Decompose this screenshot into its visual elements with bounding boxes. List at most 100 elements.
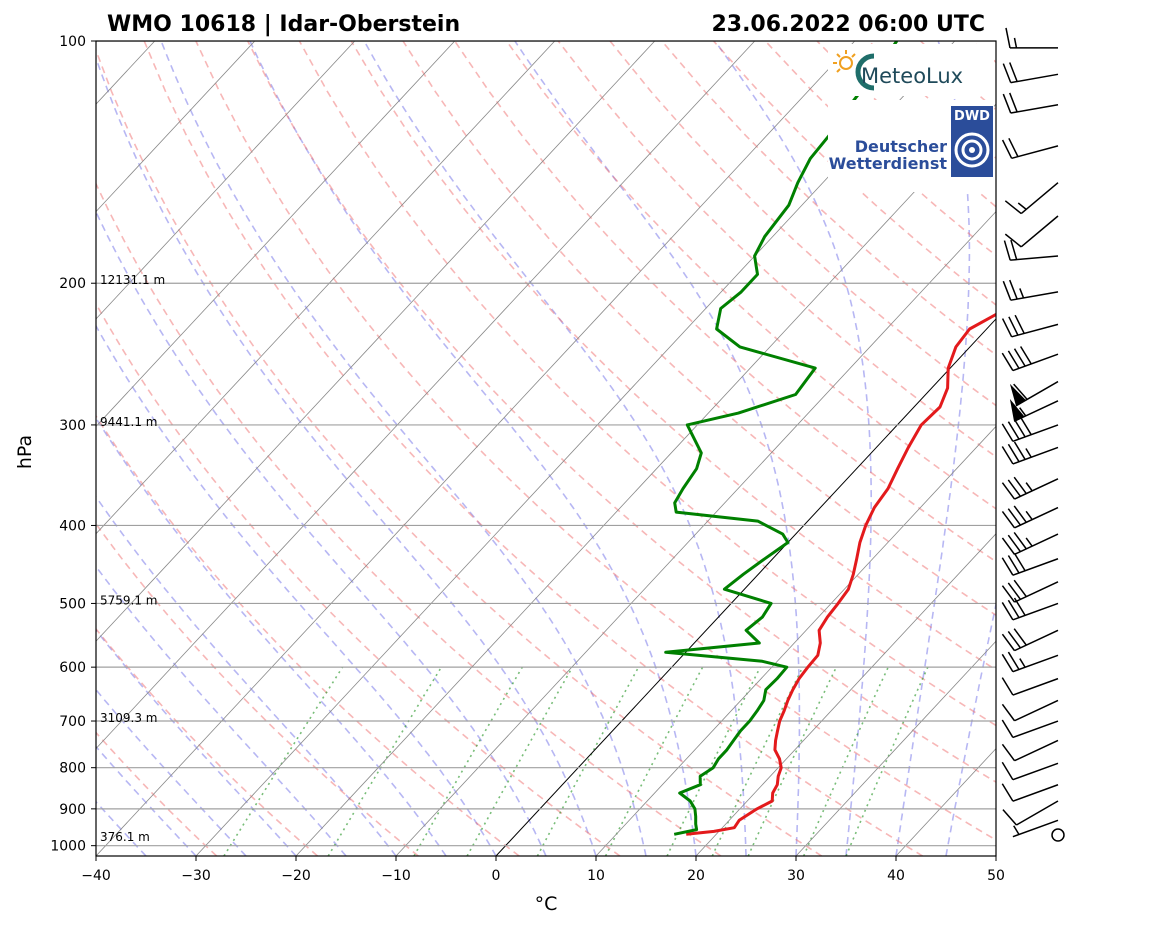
wind-barb [1003,239,1059,261]
mixing-ratio-line [466,666,574,856]
moist-adiabat-line [96,495,397,856]
wind-barb [1001,552,1059,576]
y-tick-label: 600 [59,660,86,676]
dewpoint-profile-line [664,41,899,836]
y-tick-label: 800 [59,761,86,777]
mixing-ratio-line [666,666,762,856]
isotherm-line [96,41,756,750]
dry-adiabat-line [96,627,319,856]
x-axis-label: °C [535,893,558,915]
moist-adiabat-line [96,324,497,856]
dwd-swirl-icon [954,132,990,168]
dry-adiabat-line [96,414,520,856]
moist-adiabat-line [160,41,647,856]
height-label: 376.1 m [100,830,150,844]
x-tick-label: 50 [987,868,1005,884]
wind-barb [1005,27,1058,49]
wind-barb [1001,719,1059,739]
mixing-ratio-line [604,666,704,856]
y-tick-label: 200 [59,276,86,292]
y-axis: 100 200 300 400 500 600 700 800 900 1000 [50,34,96,855]
moist-adiabat-line [96,416,447,856]
meteolux-swirl-icon [855,53,875,91]
y-tick-label: 1000 [50,839,86,855]
x-axis: −40 −30 −20 −10 0 10 20 30 40 50 [81,856,1005,884]
height-label: 3109.3 m [100,711,158,725]
meteolux-logo-text: MeteoLux [861,64,963,88]
x-tick-label: 30 [787,868,805,884]
y-tick-label: 700 [59,714,86,730]
y-tick-label: 100 [59,34,86,50]
wind-barb [1002,92,1059,114]
dry-adiabat-line [350,41,996,671]
isotherm-line [395,210,996,856]
isotherm-line [96,41,856,856]
wind-barb [1001,677,1059,696]
moist-adiabat-line [96,688,247,856]
height-label: 9441.1 m [100,415,158,429]
moist-adiabat-line [714,41,873,856]
dry-adiabat-line [195,41,996,841]
isotherm-line [595,425,996,856]
isotherm-line [695,533,996,856]
isotherm-line [96,41,556,535]
wind-barb [1001,739,1059,762]
x-tick-label: −30 [181,868,211,884]
wind-barb [1001,476,1059,500]
wind-barb [1001,314,1059,338]
wind-barb [1009,398,1059,422]
dwd-logo-box-text: DWD [954,109,990,124]
wind-barb [1001,628,1059,652]
mixing-ratio-line [747,666,838,856]
wind-barb [1004,215,1059,248]
dry-adiabat-line [971,41,996,64]
wind-barb [1009,380,1059,407]
dry-adiabat-line [609,41,996,407]
x-tick-label: 20 [687,868,705,884]
wind-barb [1002,800,1059,826]
x-tick-label: −20 [281,868,311,884]
wind-barb [1001,505,1059,529]
x-tick-label: 10 [587,868,605,884]
moist-adiabat-line [96,565,347,856]
height-label: 12131.1 m [100,273,165,287]
dry-adiabat-line [96,302,621,856]
wind-barb [1001,597,1059,621]
isotherm-line [795,640,996,856]
mixing-ratio-line [711,666,804,856]
height-labels: 12131.1 m 9441.1 m 5759.1 m 3109.3 m 376.1 m [100,273,165,844]
dry-adiabat-line [246,41,996,784]
moist-adiabat-line [96,55,597,856]
wind-barb [1001,699,1059,722]
chart-title-station: WMO 10618 | Idar-Oberstein [107,12,460,37]
dry-adiabat-line [96,182,722,856]
wind-barb [1001,783,1059,802]
wind-barb [1051,828,1065,842]
isotherm-line [96,41,256,213]
moist-adiabat-line [249,41,697,856]
sun-icon [833,50,856,73]
x-tick-label: −40 [81,868,111,884]
moist-adiabat-line [514,41,801,856]
dwd-logo-line2: Wetterdienst [829,154,948,173]
dwd-logo: DWD Deutscher Wetterdienst [828,100,994,192]
dry-adiabat-line [96,522,419,856]
wind-barb [1001,651,1059,673]
mixing-ratio-line [845,666,929,856]
y-tick-label: 300 [59,418,86,434]
moist-adiabat-line [363,41,747,856]
dry-adiabat-line [298,41,996,727]
height-label: 5759.1 m [100,593,158,607]
isotherm-line [96,41,356,320]
wind-barb [1012,819,1059,838]
isotherm-line [96,41,456,427]
dry-adiabat-line [402,41,996,617]
x-tick-label: 0 [492,868,501,884]
mixing-ratio-line [802,666,889,856]
profiles [664,41,996,836]
plot-frame [95,40,997,857]
wind-barb [1004,182,1059,215]
mixing-ratio-line [223,666,344,856]
wind-barb [1002,62,1059,84]
